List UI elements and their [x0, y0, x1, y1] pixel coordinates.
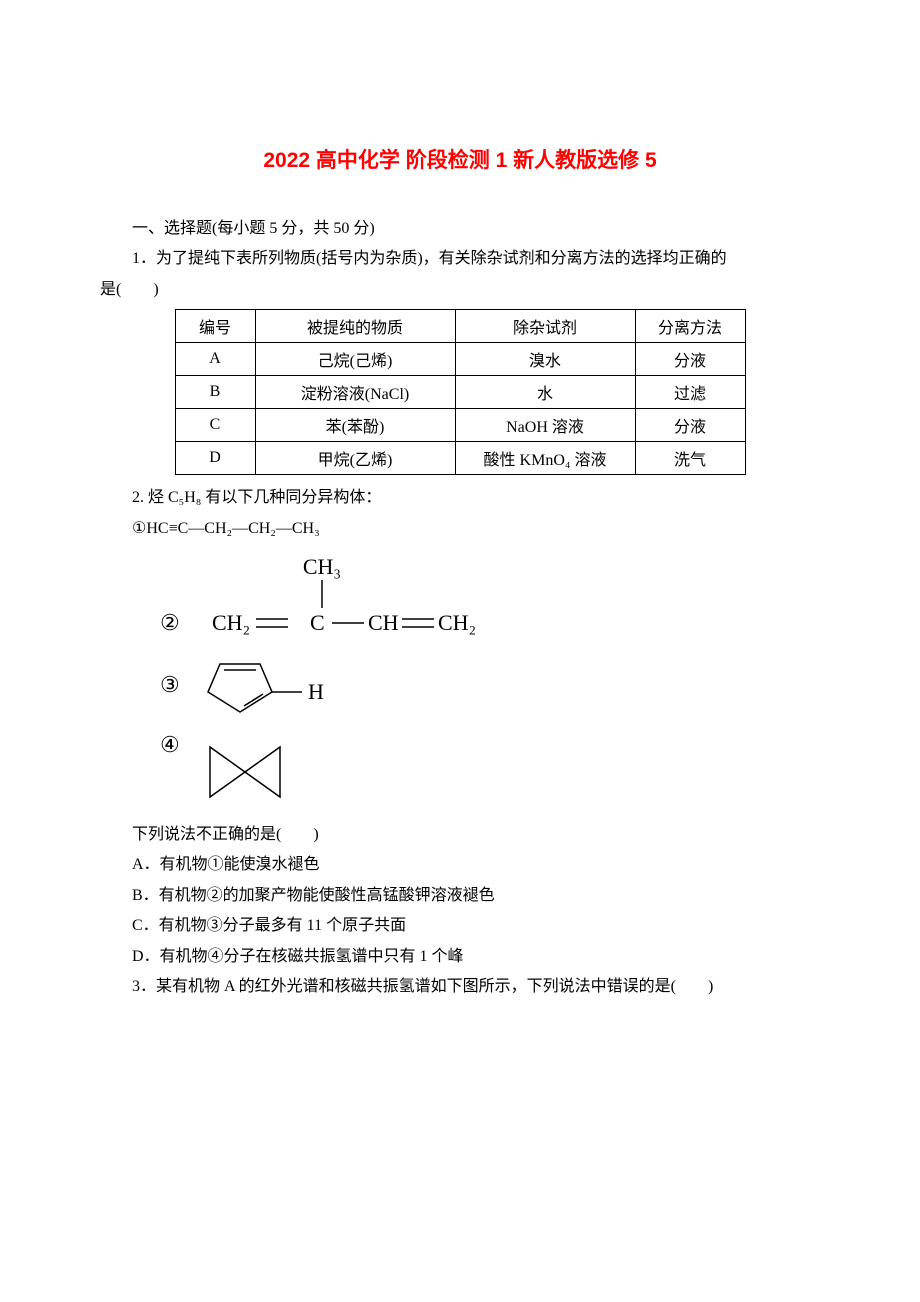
- table-cell: NaOH 溶液: [455, 409, 635, 442]
- table-cell: 过滤: [635, 376, 745, 409]
- table-cell: 分液: [635, 409, 745, 442]
- struct2-ch2a: CH₂: [212, 610, 250, 635]
- q2-option-a: A．有机物①能使溴水褪色: [100, 850, 820, 880]
- struct2-ch: CH: [368, 610, 399, 635]
- table-cell: 水: [455, 376, 635, 409]
- struct3-label: ③: [160, 672, 180, 697]
- table-header-cell: 分离方法: [635, 310, 745, 343]
- struct2-ch3: CH₃: [303, 554, 341, 579]
- table-cell: 淀粉溶液(NaCl): [255, 376, 455, 409]
- q2-option-c: C．有机物③分子最多有 11 个原子共面: [100, 911, 820, 941]
- document-title: 2022 高中化学 阶段检测 1 新人教版选修 5: [100, 144, 820, 174]
- table-cell: 溴水: [455, 343, 635, 376]
- table-cell: 酸性 KMnO₄ 溶液: [455, 442, 635, 475]
- q2-stem: 2. 烃 C₅H₈ 有以下几种同分异构体：: [100, 483, 820, 513]
- q2-isomer-1: ①HC≡C—CH₂—CH₂—CH₃: [100, 514, 820, 544]
- table-row: B 淀粉溶液(NaCl) 水 过滤: [175, 376, 745, 409]
- struct2-label: ②: [160, 610, 180, 635]
- struct3-h: H: [308, 679, 324, 704]
- struct2-c: C: [310, 610, 325, 635]
- struct4-label: ④: [160, 732, 180, 757]
- table-row: 编号 被提纯的物质 除杂试剂 分离方法: [175, 310, 745, 343]
- table-header-cell: 编号: [175, 310, 255, 343]
- q1-table: 编号 被提纯的物质 除杂试剂 分离方法 A 己烷(己烯) 溴水 分液 B 淀粉溶…: [175, 309, 746, 475]
- table-cell: 甲烷(乙烯): [255, 442, 455, 475]
- table-cell: C: [175, 409, 255, 442]
- table-header-cell: 被提纯的物质: [255, 310, 455, 343]
- section-header: 一、选择题(每小题 5 分，共 50 分): [100, 214, 820, 244]
- table-cell: 己烷(己烯): [255, 343, 455, 376]
- q3-stem: 3．某有机物 A 的红外光谱和核磁共振氢谱如下图所示，下列说法中错误的是( ): [100, 972, 820, 1002]
- table-cell: B: [175, 376, 255, 409]
- table-cell: 分液: [635, 343, 745, 376]
- q2-option-b: B．有机物②的加聚产物能使酸性高锰酸钾溶液褪色: [100, 881, 820, 911]
- table-cell: A: [175, 343, 255, 376]
- bowtie-structure-icon: [210, 747, 280, 797]
- q2-structures: CH₃ ② CH₂ C CH CH₂ ③: [130, 552, 820, 812]
- page-content: 2022 高中化学 阶段检测 1 新人教版选修 5 一、选择题(每小题 5 分，…: [0, 0, 920, 1062]
- chemical-structure-svg: CH₃ ② CH₂ C CH CH₂ ③: [130, 552, 490, 812]
- q2-option-d: D．有机物④分子在核磁共振氢谱中只有 1 个峰: [100, 942, 820, 972]
- q1-stem: 1．为了提纯下表所列物质(括号内为杂质)，有关除杂试剂和分离方法的选择均正确的: [100, 244, 820, 274]
- cyclopentadiene-icon: [208, 664, 272, 712]
- title-text: 2022 高中化学 阶段检测 1 新人教版选修 5: [263, 149, 656, 172]
- q1-stem-tail: 是( ): [100, 275, 820, 305]
- table-cell: 洗气: [635, 442, 745, 475]
- struct2-ch2b: CH₂: [438, 610, 476, 635]
- table-row: A 己烷(己烯) 溴水 分液: [175, 343, 745, 376]
- table-row: C 苯(苯酚) NaOH 溶液 分液: [175, 409, 745, 442]
- table-cell: 苯(苯酚): [255, 409, 455, 442]
- table-cell: D: [175, 442, 255, 475]
- table-header-cell: 除杂试剂: [455, 310, 635, 343]
- q2-tail: 下列说法不正确的是( ): [100, 820, 820, 850]
- table-row: D 甲烷(乙烯) 酸性 KMnO₄ 溶液 洗气: [175, 442, 745, 475]
